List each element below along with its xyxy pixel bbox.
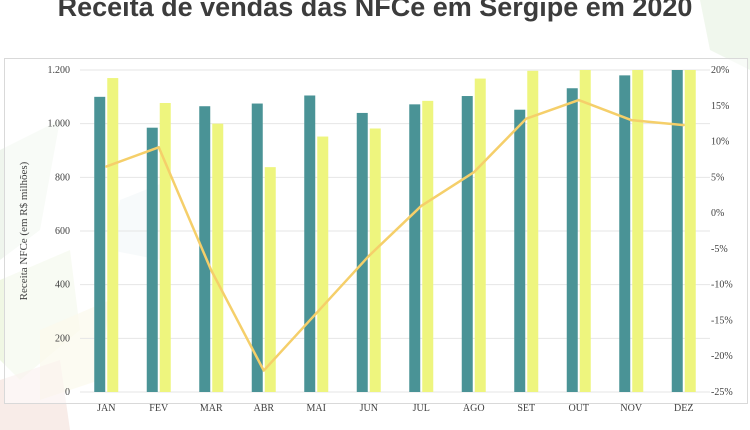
y-tick-label: 0 <box>65 387 70 398</box>
bar-series2-ago <box>474 78 486 392</box>
bar-series2-mai <box>317 136 329 392</box>
bar-series2-out <box>579 70 591 392</box>
bar-series2-set <box>527 70 539 393</box>
bar-series1-jun <box>356 112 368 392</box>
x-tick-label: NOV <box>620 403 642 414</box>
x-tick-label: AGO <box>463 403 485 414</box>
bar-series2-nov <box>632 70 644 392</box>
line-point-set <box>525 117 528 120</box>
line-point-mar <box>210 269 213 272</box>
bar-series1-mai <box>304 95 316 392</box>
line-point-dez <box>682 123 685 127</box>
x-tick-label: DEZ <box>674 403 693 414</box>
bar-series1-mar <box>199 106 211 392</box>
line-point-fev <box>157 146 160 149</box>
line-point-out <box>577 98 580 102</box>
bar-series1-dez <box>671 70 683 392</box>
y-tick-label: 600 <box>55 226 70 237</box>
bar-series1-set <box>514 109 526 393</box>
y2-tick-label: -10% <box>711 280 733 291</box>
bar-series2-jun <box>369 128 381 392</box>
line-series <box>105 98 684 372</box>
bar-series1-nov <box>619 75 631 392</box>
y-tick-label: 800 <box>55 172 70 183</box>
x-tick-label: OUT <box>568 403 589 414</box>
line-point-jul <box>420 204 423 208</box>
line-point-jan <box>105 165 108 168</box>
chart-title: Receita de vendas das NFCe em Sergipe em… <box>57 0 693 22</box>
y-tick-label: 200 <box>55 333 70 344</box>
bar-series1-jul <box>409 104 421 392</box>
y2-tick-label: -15% <box>711 315 733 326</box>
line-point-jun <box>367 254 370 258</box>
axis-tick-labels: 0 200 400 600 800 1.000 1.200 20% 15% 10% 5% 0% -5% -… <box>48 65 733 414</box>
x-tick-label: JUL <box>413 403 430 414</box>
y2-tick-label: 0% <box>711 208 724 219</box>
bar-series2-dez <box>684 70 696 392</box>
y-tick-label: 400 <box>55 280 70 291</box>
x-tick-label: MAI <box>307 403 326 414</box>
y2-tick-label: -25% <box>711 387 733 398</box>
line-point-abr <box>262 369 265 372</box>
x-tick-label: ABR <box>253 403 274 414</box>
y2-tick-label: 15% <box>711 101 729 112</box>
bar-series1-ago <box>461 96 473 393</box>
y-tick-label: 1.200 <box>48 65 71 76</box>
bar-series1-jan <box>94 96 106 392</box>
bar-series1-abr <box>251 103 263 393</box>
y2-tick-label: 20% <box>711 65 729 76</box>
bar-series2-jul <box>422 100 434 392</box>
x-tick-label: SET <box>517 403 535 414</box>
y2-tick-label: 5% <box>711 172 724 183</box>
gridlines <box>80 69 710 393</box>
bar-series2-abr <box>264 167 276 392</box>
line-point-nov <box>630 118 633 122</box>
line-point-ago <box>472 171 475 174</box>
bar-series2-fev <box>159 103 171 392</box>
bar-series1-fev <box>146 127 158 393</box>
bars <box>94 70 696 393</box>
growth-line <box>105 98 685 372</box>
bar-series1-out <box>566 88 578 392</box>
x-tick-label: MAR <box>200 403 223 414</box>
x-tick-label: JAN <box>97 403 115 414</box>
y2-tick-label: 10% <box>711 137 729 148</box>
x-tick-label: FEV <box>149 403 169 414</box>
bar-series2-mar <box>212 123 224 393</box>
bar-series2-jan <box>107 78 119 393</box>
y-tick-label: 1.000 <box>48 119 71 130</box>
x-tick-label: JUN <box>360 403 378 414</box>
line-point-mai <box>315 312 318 315</box>
y2-tick-label: -20% <box>711 351 733 362</box>
y2-tick-label: -5% <box>711 244 728 255</box>
